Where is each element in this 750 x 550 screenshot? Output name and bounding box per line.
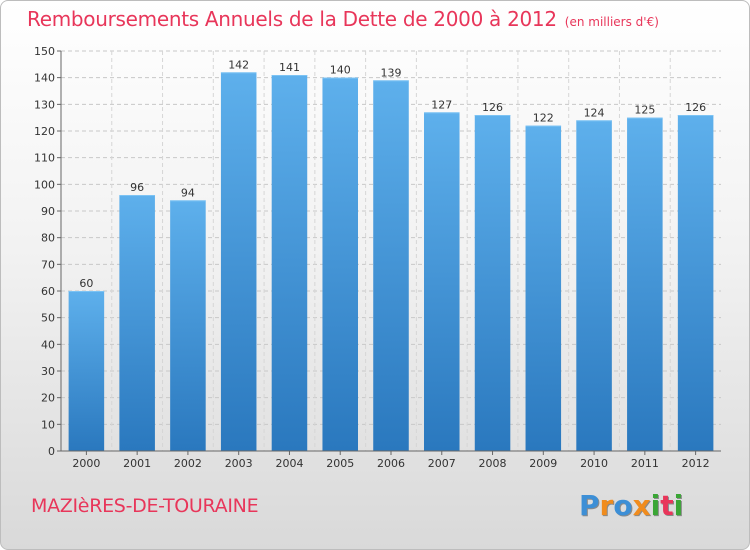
y-tick-label: 50 <box>41 312 55 325</box>
bar-2003 <box>220 72 257 451</box>
labels: 0 10 20 30 40 50 60 70 80 90 100 110 120 130 140 150 60 2… <box>34 45 710 470</box>
logo-letter: x <box>632 489 651 522</box>
bar-2010 <box>576 120 612 451</box>
y-tick-label: 80 <box>41 232 55 245</box>
logo-letter: P <box>579 489 600 522</box>
y-tick-label: 70 <box>41 258 55 271</box>
logo-letter: i <box>650 489 661 522</box>
town-name: MAZIèRES-DE-TOURAINE <box>31 495 259 517</box>
x-tick-label: 2009 <box>529 457 557 470</box>
bar-2001 <box>119 195 155 451</box>
chart-title-text: Remboursements Annuels de la Dette de 20… <box>27 7 557 31</box>
x-tick-label: 2011 <box>631 457 659 470</box>
x-tick-label: 2010 <box>580 457 608 470</box>
data-label: 140 <box>330 64 351 77</box>
data-label: 124 <box>584 106 605 119</box>
proxiti-logo[interactable]: Proxiti <box>579 489 683 522</box>
y-tick-label: 40 <box>41 338 55 351</box>
x-tick-label: 2000 <box>72 457 100 470</box>
y-tick-label: 0 <box>48 445 55 458</box>
bar-2012 <box>677 115 714 451</box>
logo-letter: o <box>613 489 633 522</box>
y-tick-label: 20 <box>41 392 55 405</box>
bar-2002 <box>170 200 206 451</box>
data-label: 126 <box>685 101 706 114</box>
chart-title: Remboursements Annuels de la Dette de 20… <box>27 7 659 31</box>
data-label: 141 <box>279 61 300 74</box>
bar-2009 <box>525 125 562 452</box>
chart-subtitle: (en milliers d'€) <box>564 15 659 29</box>
bar-2004 <box>271 75 308 451</box>
y-tick-label: 30 <box>41 365 55 378</box>
bar-2008 <box>474 115 511 451</box>
y-tick-label: 100 <box>34 178 55 191</box>
bars <box>68 72 714 452</box>
x-tick-label: 2004 <box>275 457 303 470</box>
y-tick-label: 140 <box>34 72 55 85</box>
x-tick-label: 2005 <box>326 457 354 470</box>
logo-letter: t <box>660 489 674 522</box>
data-label: 60 <box>79 277 93 290</box>
logo-letter: r <box>599 489 614 522</box>
x-tick-label: 2003 <box>225 457 253 470</box>
bar-2006 <box>373 80 409 451</box>
x-tick-label: 2006 <box>377 457 405 470</box>
logo-letter: i <box>673 489 684 522</box>
data-label: 139 <box>381 66 402 79</box>
y-tick-label: 110 <box>34 152 55 165</box>
y-tick-label: 130 <box>34 98 55 111</box>
bar-2011 <box>627 117 663 452</box>
axes <box>57 50 721 455</box>
y-tick-label: 120 <box>34 125 55 138</box>
data-label: 126 <box>482 101 503 114</box>
bar-2007 <box>424 112 460 451</box>
y-tick-label: 150 <box>34 45 55 58</box>
data-label: 96 <box>130 181 144 194</box>
x-tick-label: 2001 <box>123 457 151 470</box>
bar-2000 <box>68 291 105 451</box>
data-label: 127 <box>431 98 452 111</box>
y-tick-label: 10 <box>41 418 55 431</box>
x-tick-label: 2002 <box>174 457 202 470</box>
bar-2005 <box>322 77 358 452</box>
data-label: 94 <box>181 186 195 199</box>
x-tick-label: 2008 <box>479 457 507 470</box>
data-label: 122 <box>533 112 554 125</box>
data-label: 125 <box>634 104 655 117</box>
x-tick-label: 2007 <box>428 457 456 470</box>
y-tick-label: 60 <box>41 285 55 298</box>
data-label: 142 <box>228 58 249 71</box>
x-tick-label: 2012 <box>682 457 710 470</box>
y-tick-label: 90 <box>41 205 55 218</box>
